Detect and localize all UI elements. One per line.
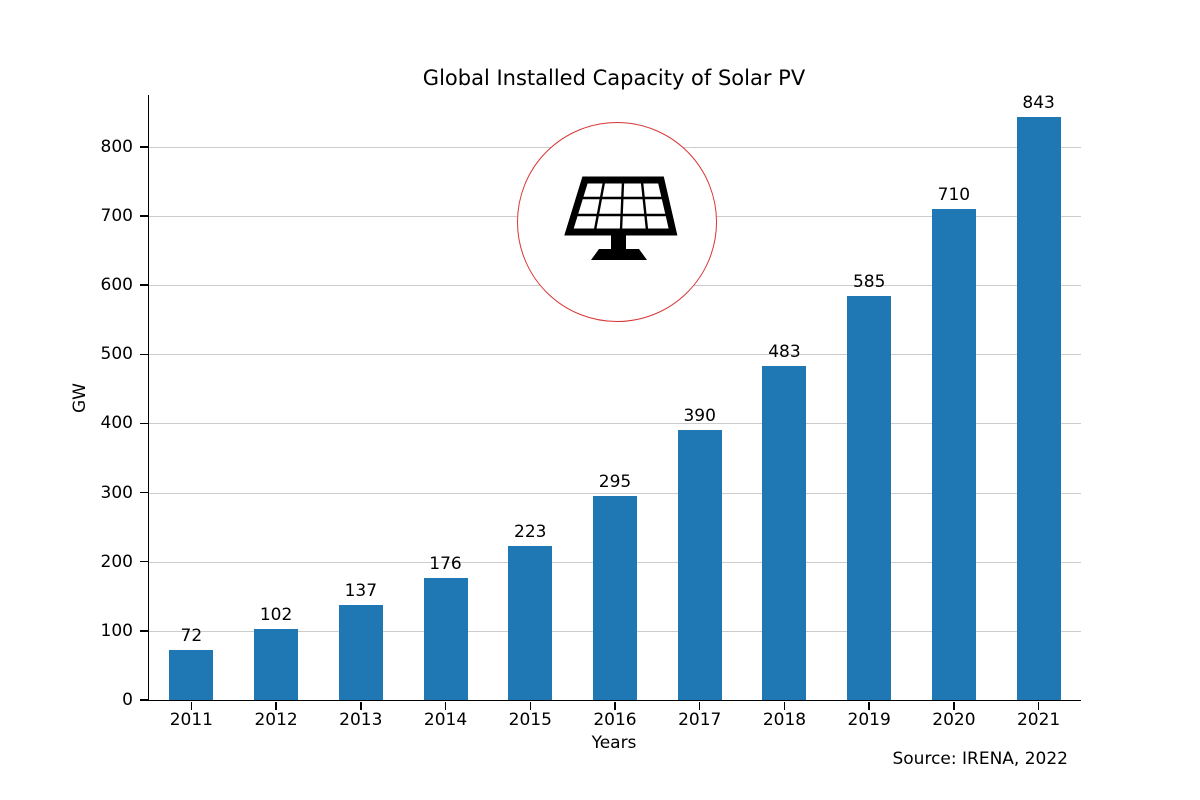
y-tick-label: 300	[100, 482, 133, 503]
y-tick-label: 400	[100, 413, 133, 434]
bar-value-label: 390	[683, 406, 716, 427]
bar-value-label: 483	[768, 342, 801, 363]
solar-icon-circle	[517, 122, 717, 322]
x-axis-label: Years	[591, 733, 637, 753]
source-caption: Source: IRENA, 2022	[892, 749, 1068, 769]
y-tick-mark	[140, 146, 148, 148]
bar-2016	[593, 496, 637, 700]
bar-value-label: 710	[937, 185, 971, 206]
x-tick-label: 2017	[678, 710, 722, 730]
x-tick-mark	[360, 702, 362, 710]
x-tick-label: 2020	[932, 710, 976, 730]
y-tick-label: 200	[100, 551, 133, 572]
x-tick-label: 2018	[762, 710, 807, 730]
x-tick-mark	[868, 702, 870, 710]
x-tick-label: 2014	[423, 710, 468, 730]
bar-2021	[1016, 117, 1061, 700]
x-tick-mark	[529, 702, 532, 710]
y-tick-label: 700	[100, 206, 133, 226]
y-tick-label: 0	[122, 690, 133, 710]
x-tick-label: 2016	[593, 710, 637, 730]
bar-2018	[762, 366, 807, 700]
bar-2011	[169, 650, 214, 700]
x-tick-label: 2012	[254, 710, 298, 730]
bar-2014	[423, 578, 468, 700]
x-tick-label: 2015	[508, 710, 552, 730]
bar-value-label: 843	[1022, 93, 1055, 114]
y-tick-label: 500	[100, 344, 133, 365]
x-tick-label: 2019	[847, 710, 891, 730]
y-tick-label: 800	[100, 136, 133, 157]
y-tick-mark	[140, 215, 148, 217]
y-tick-mark	[140, 491, 148, 494]
y-tick-mark	[140, 353, 148, 356]
bar-2017	[677, 430, 722, 700]
solar-panel-icon	[564, 176, 678, 260]
bar-value-label: 102	[259, 605, 293, 626]
y-tick-mark	[140, 560, 148, 563]
gridline-300	[149, 492, 1081, 494]
bar-2019	[847, 295, 892, 700]
bar-value-label: 295	[598, 472, 632, 493]
plot-area: 0 100 200 300 400 500 600 700 800 72 2011 102 2012 13…	[101, 93, 1081, 730]
x-tick-mark	[614, 702, 616, 710]
bar-2013	[338, 605, 383, 700]
bar-value-label: 176	[429, 554, 462, 575]
y-tick-mark	[140, 284, 148, 286]
y-tick-mark	[140, 699, 148, 701]
bar-2015	[508, 545, 553, 700]
x-tick-mark	[444, 702, 447, 710]
bar-2012	[254, 629, 299, 700]
bar-2020	[931, 209, 976, 700]
x-tick-mark	[275, 702, 277, 710]
x-tick-mark	[953, 702, 955, 710]
y-tick-label: 100	[100, 620, 133, 641]
x-tick-mark	[698, 702, 701, 710]
x-tick-label: 2011	[169, 710, 213, 730]
gridline-400	[149, 423, 1081, 425]
y-tick-mark	[140, 422, 148, 425]
y-tick-label: 600	[100, 275, 133, 296]
x-tick-label: 2021	[1016, 710, 1061, 730]
x-tick-label: 2013	[339, 710, 383, 730]
bar-value-label: 137	[344, 581, 378, 602]
gridline-500	[149, 354, 1081, 356]
bar-value-label: 585	[852, 271, 886, 292]
bar-value-label: 223	[514, 521, 547, 542]
chart-title: Global Installed Capacity of Solar PV	[422, 66, 806, 90]
x-tick-mark	[1037, 702, 1040, 710]
bar-value-label: 72	[180, 626, 203, 647]
x-tick-mark	[190, 702, 193, 710]
y-tick-mark	[140, 630, 148, 632]
x-tick-mark	[783, 702, 786, 710]
